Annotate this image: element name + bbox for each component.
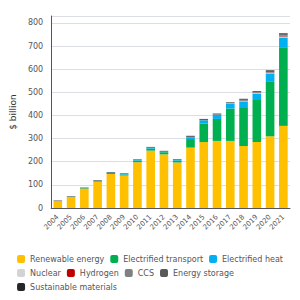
svg-text:149: 149 (117, 163, 130, 171)
svg-text:595: 595 (263, 60, 276, 68)
svg-text:385: 385 (197, 108, 210, 116)
svg-text:2007: 2007 (82, 213, 101, 232)
svg-text:2020: 2020 (254, 213, 273, 232)
svg-text:755: 755 (277, 23, 290, 31)
svg-text:600: 600 (28, 65, 43, 74)
svg-text:155: 155 (104, 162, 117, 170)
svg-text:2015: 2015 (188, 213, 207, 232)
svg-text:472: 472 (237, 88, 250, 96)
svg-text:500: 500 (28, 88, 43, 97)
svg-text:2019: 2019 (241, 213, 260, 232)
svg-text:264: 264 (144, 136, 158, 144)
svg-text:300: 300 (28, 134, 43, 143)
svg-text:2018: 2018 (228, 213, 247, 232)
svg-text:210: 210 (131, 149, 144, 157)
svg-text:312: 312 (184, 125, 197, 133)
svg-text:32: 32 (53, 190, 62, 198)
svg-text:Renewable energy: Renewable energy (30, 255, 104, 264)
svg-text:120: 120 (91, 170, 104, 178)
svg-text:700: 700 (28, 42, 43, 51)
svg-text:506: 506 (250, 80, 264, 88)
svg-text:$ billion: $ billion (8, 94, 18, 130)
svg-text:400: 400 (28, 111, 43, 120)
svg-text:2016: 2016 (201, 213, 220, 232)
svg-text:2021: 2021 (268, 213, 286, 231)
svg-text:2005: 2005 (55, 213, 74, 232)
svg-text:2008: 2008 (95, 213, 114, 232)
svg-text:100: 100 (28, 180, 43, 189)
svg-text:Sustainable materials: Sustainable materials (30, 283, 117, 292)
svg-text:2004: 2004 (42, 213, 61, 232)
svg-text:247: 247 (157, 140, 170, 148)
svg-text:Nuclear: Nuclear (30, 269, 62, 278)
svg-text:408: 408 (210, 103, 223, 111)
svg-text:Electrified transport: Electrified transport (123, 255, 203, 264)
svg-text:2011: 2011 (135, 213, 154, 232)
svg-text:800: 800 (28, 18, 43, 27)
svg-text:88: 88 (80, 177, 89, 185)
svg-text:Electrified heat: Electrified heat (222, 255, 283, 264)
svg-text:200: 200 (28, 157, 43, 166)
svg-text:211: 211 (171, 149, 184, 157)
svg-text:0: 0 (38, 204, 43, 213)
svg-text:50: 50 (67, 186, 76, 194)
svg-text:2013: 2013 (161, 213, 180, 232)
svg-text:Energy storage: Energy storage (173, 269, 234, 278)
svg-text:Hydrogen: Hydrogen (80, 269, 119, 278)
svg-text:2009: 2009 (108, 213, 127, 232)
svg-text:457: 457 (224, 92, 237, 100)
svg-text:2017: 2017 (214, 213, 234, 232)
svg-text:CCS: CCS (138, 269, 154, 278)
svg-text:2006: 2006 (68, 213, 88, 232)
svg-text:2014: 2014 (175, 213, 194, 232)
svg-text:2010: 2010 (122, 213, 141, 232)
svg-text:2012: 2012 (148, 213, 167, 232)
